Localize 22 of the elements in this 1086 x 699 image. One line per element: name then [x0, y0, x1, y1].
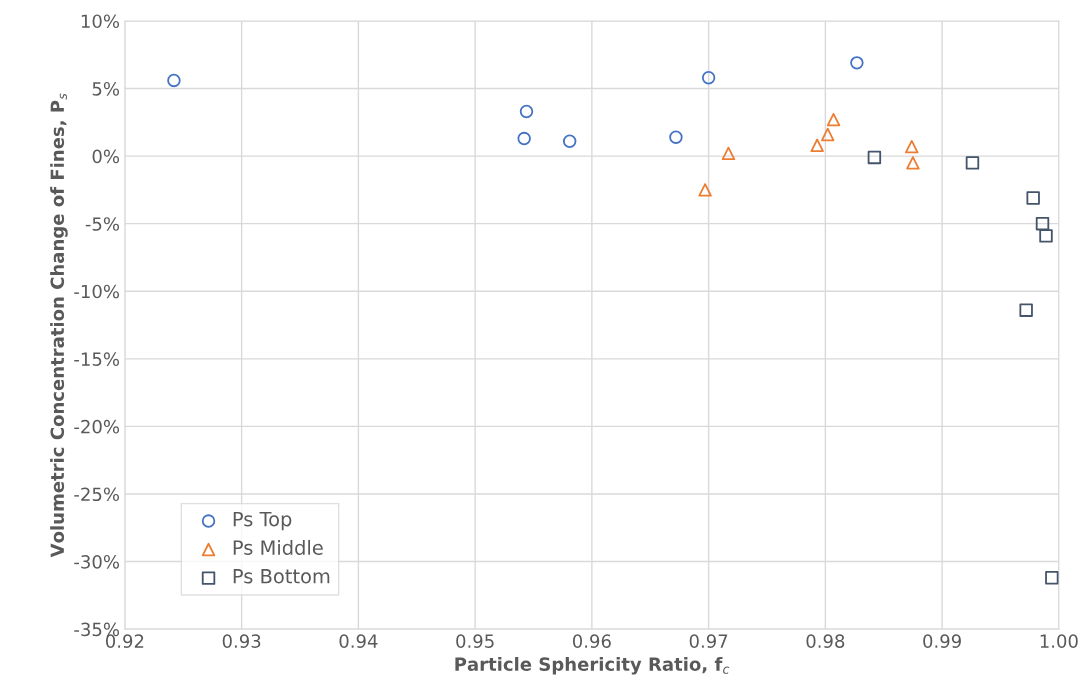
legend-label: Ps Top	[233, 511, 292, 531]
legend-label: Ps Bottom	[233, 569, 330, 584]
x-tick-label: 1.00	[1040, 634, 1078, 648]
y-tick-label: 0%	[92, 149, 120, 164]
x-tick-label: 0.93	[222, 634, 261, 648]
y-tick-label: 5%	[92, 82, 120, 96]
x-tick-label: 0.99	[923, 634, 961, 648]
x-tick-label: 0.95	[456, 634, 494, 648]
x-tick-label: 0.96	[572, 634, 611, 648]
y-tick-label: 10%	[81, 14, 120, 29]
y-tick-label: -10%	[74, 284, 120, 299]
x-tick-label: 0.94	[339, 634, 378, 648]
y-tick-label: -30%	[74, 554, 120, 569]
y-tick-label: -5%	[85, 217, 120, 231]
x-tick-label: 0.98	[806, 634, 845, 648]
y-tick-label: -20%	[74, 419, 120, 434]
legend-label: Ps Middle	[233, 539, 323, 555]
x-axis-title: Particle Sphericity Ratio, f$_{c}$	[455, 656, 730, 675]
y-tick-label: -25%	[74, 487, 120, 502]
y-axis-title: Volumetric Concentration Change of Fines, P$_{s}$	[50, 93, 68, 558]
y-tick-label: -15%	[74, 352, 120, 366]
x-tick-label: 0.97	[689, 634, 728, 648]
